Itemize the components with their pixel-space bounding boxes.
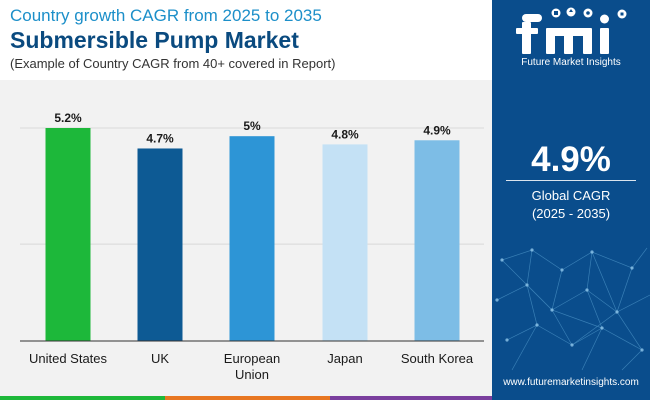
- global-cagr-range: (2025 - 2035): [531, 206, 611, 221]
- category-label: South Korea: [401, 351, 474, 366]
- logo-text: Future Market Insights: [521, 57, 621, 68]
- title-line1: Country growth CAGR from 2025 to 2035: [10, 6, 322, 25]
- header: Country growth CAGR from 2025 to 2035 Su…: [0, 0, 492, 80]
- network-graphic: [495, 247, 650, 371]
- global-cagr-label: Global CAGR: [531, 188, 611, 203]
- category-label: United States: [29, 351, 108, 366]
- data-label: 5%: [243, 119, 261, 133]
- bottom-bar-purple: [330, 396, 492, 400]
- data-label: 4.8%: [331, 127, 359, 141]
- category-label: European: [224, 351, 280, 366]
- bar: [414, 140, 460, 341]
- bottom-bar-orange: [165, 396, 330, 400]
- fmi-logo: [516, 7, 627, 54]
- bottom-bar-green: [0, 396, 165, 400]
- bar: [137, 148, 183, 341]
- bar: [45, 128, 91, 341]
- page-title: Submersible Pump Market: [10, 27, 299, 53]
- category-label: UK: [151, 351, 169, 366]
- bar: [322, 144, 368, 341]
- bottom-bar-blue: [492, 396, 650, 400]
- divider: [506, 180, 636, 181]
- bar: [229, 136, 275, 341]
- category-label: Japan: [327, 351, 362, 366]
- subtitle: (Example of Country CAGR from 40+ covere…: [10, 56, 336, 71]
- chart-area: 5.2% United States 4.7% UK 5% European Union 4.…: [0, 80, 492, 396]
- global-cagr-value: 4.9%: [531, 140, 611, 179]
- data-label: 5.2%: [54, 111, 82, 125]
- data-label: 4.9%: [423, 123, 451, 137]
- website-link[interactable]: www.futuremarketinsights.com: [503, 377, 639, 388]
- sidebar: Future Market Insights 4.9% Global CAGR …: [492, 0, 650, 400]
- data-label: 4.7%: [146, 131, 174, 145]
- category-label: Union: [235, 367, 269, 382]
